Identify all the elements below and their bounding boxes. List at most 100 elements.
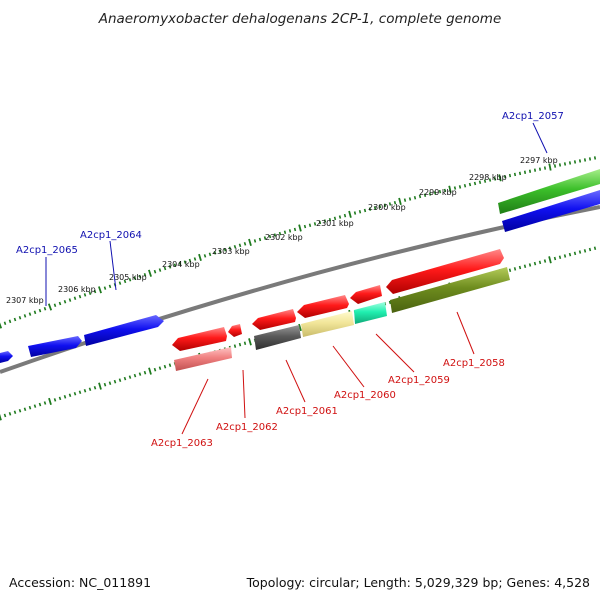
major-tick bbox=[498, 174, 502, 182]
gene-arrow-red-d[interactable] bbox=[252, 309, 296, 330]
minor-tick bbox=[253, 239, 257, 243]
minor-tick bbox=[333, 216, 337, 221]
minor-tick bbox=[583, 249, 587, 253]
minor-tick bbox=[108, 284, 112, 289]
minor-tick bbox=[3, 321, 7, 325]
minor-tick bbox=[103, 286, 107, 290]
minor-tick bbox=[68, 298, 72, 302]
minor-tick bbox=[538, 167, 542, 171]
kbp-label: 2307 kbp bbox=[6, 296, 44, 305]
minor-tick bbox=[558, 163, 562, 167]
major-tick bbox=[548, 163, 552, 171]
minor-tick bbox=[118, 281, 122, 285]
gene-label-a2cp1-2060[interactable]: A2cp1_2060 bbox=[334, 390, 396, 401]
minor-tick bbox=[58, 301, 62, 306]
minor-tick bbox=[233, 245, 237, 249]
minor-tick bbox=[383, 203, 387, 207]
minor-tick bbox=[28, 312, 32, 316]
leader-line-a2cp1-2059 bbox=[375, 333, 415, 373]
major-tick bbox=[198, 253, 202, 262]
minor-tick bbox=[178, 261, 182, 266]
major-tick bbox=[348, 210, 352, 218]
minor-tick bbox=[533, 168, 537, 172]
minor-tick bbox=[463, 184, 467, 188]
minor-tick bbox=[43, 307, 47, 311]
minor-tick bbox=[578, 159, 582, 163]
gene-label-a2cp1-2064[interactable]: A2cp1_2064 bbox=[80, 230, 142, 241]
gene-arrow-red-e[interactable] bbox=[228, 324, 242, 337]
minor-tick bbox=[268, 234, 272, 239]
gene-label-a2cp1-2058[interactable]: A2cp1_2058 bbox=[443, 358, 505, 369]
minor-tick bbox=[433, 191, 437, 195]
gene-label-a2cp1-2061[interactable]: A2cp1_2061 bbox=[276, 406, 338, 417]
minor-tick bbox=[23, 407, 27, 411]
minor-tick bbox=[133, 373, 137, 378]
gene-features bbox=[0, 169, 600, 371]
minor-tick bbox=[163, 364, 167, 369]
minor-tick bbox=[43, 401, 47, 405]
gene-label-a2cp1-2057[interactable]: A2cp1_2057 bbox=[502, 111, 564, 122]
minor-tick bbox=[158, 366, 162, 370]
minor-tick bbox=[393, 201, 397, 205]
kbp-label: 2302 kbp bbox=[265, 233, 303, 242]
minor-tick bbox=[303, 224, 307, 229]
minor-tick bbox=[68, 393, 72, 398]
minor-tick bbox=[243, 341, 247, 345]
leader-line-a2cp1-2064 bbox=[109, 240, 117, 291]
minor-tick bbox=[83, 388, 87, 393]
gene-arrow-a2cp1-2061[interactable] bbox=[254, 325, 301, 350]
minor-tick bbox=[53, 303, 57, 308]
gene-arrow-a2cp1-2060[interactable] bbox=[301, 311, 354, 337]
minor-tick bbox=[438, 189, 442, 194]
minor-tick bbox=[428, 192, 432, 196]
minor-tick bbox=[258, 237, 262, 242]
minor-tick bbox=[553, 164, 557, 168]
gene-label-a2cp1-2062[interactable]: A2cp1_2062 bbox=[216, 422, 278, 433]
minor-tick bbox=[18, 408, 22, 413]
gene-arrow-forward-blue[interactable] bbox=[502, 190, 600, 232]
minor-tick bbox=[88, 291, 92, 295]
minor-tick bbox=[518, 265, 522, 270]
minor-tick bbox=[553, 256, 557, 261]
genome-summary-text: Topology: circular; Length: 5,029,329 bp… bbox=[246, 575, 590, 590]
gene-arrow-a2cp1-2058[interactable] bbox=[390, 267, 510, 313]
minor-tick bbox=[138, 372, 142, 376]
minor-tick bbox=[33, 404, 37, 408]
gene-label-a2cp1-2063[interactable]: A2cp1_2063 bbox=[151, 438, 213, 449]
minor-tick bbox=[263, 236, 267, 240]
gene-label-a2cp1-2065[interactable]: A2cp1_2065 bbox=[16, 245, 78, 256]
minor-tick bbox=[378, 204, 382, 209]
gene-arrow-a2cp1-2057[interactable] bbox=[498, 169, 600, 214]
minor-tick bbox=[153, 269, 157, 274]
minor-tick bbox=[458, 185, 462, 189]
minor-tick bbox=[58, 396, 62, 401]
gene-arrow-a2cp1-2059[interactable] bbox=[354, 302, 387, 324]
minor-tick bbox=[188, 258, 192, 263]
minor-tick bbox=[103, 382, 107, 387]
minor-tick bbox=[93, 289, 97, 294]
minor-tick bbox=[13, 410, 17, 415]
gene-arrow-forward-left[interactable] bbox=[0, 351, 13, 363]
gene-arrow-a2cp1-2065[interactable] bbox=[28, 336, 82, 357]
minor-tick bbox=[358, 210, 362, 214]
major-tick bbox=[398, 197, 402, 206]
minor-tick bbox=[568, 252, 572, 257]
gene-arrow-red-c[interactable] bbox=[297, 295, 349, 318]
gene-arrow-red-b[interactable] bbox=[350, 285, 382, 304]
gene-arrow-red-f[interactable] bbox=[172, 327, 227, 351]
gene-arrow-a2cp1-2063[interactable] bbox=[174, 347, 232, 371]
minor-tick bbox=[108, 381, 112, 385]
gene-arrow-a2cp1-2064[interactable] bbox=[84, 315, 164, 346]
minor-tick bbox=[528, 263, 532, 267]
minor-tick bbox=[528, 169, 532, 173]
minor-tick bbox=[133, 276, 137, 280]
minor-tick bbox=[488, 178, 492, 182]
minor-tick bbox=[138, 274, 142, 279]
gene-label-a2cp1-2059[interactable]: A2cp1_2059 bbox=[388, 375, 450, 386]
gene-arrow-red-a[interactable] bbox=[386, 249, 504, 294]
minor-tick bbox=[408, 197, 412, 201]
kbp-label: 2306 kbp bbox=[58, 285, 96, 294]
minor-tick bbox=[563, 254, 567, 258]
minor-tick bbox=[478, 180, 482, 184]
